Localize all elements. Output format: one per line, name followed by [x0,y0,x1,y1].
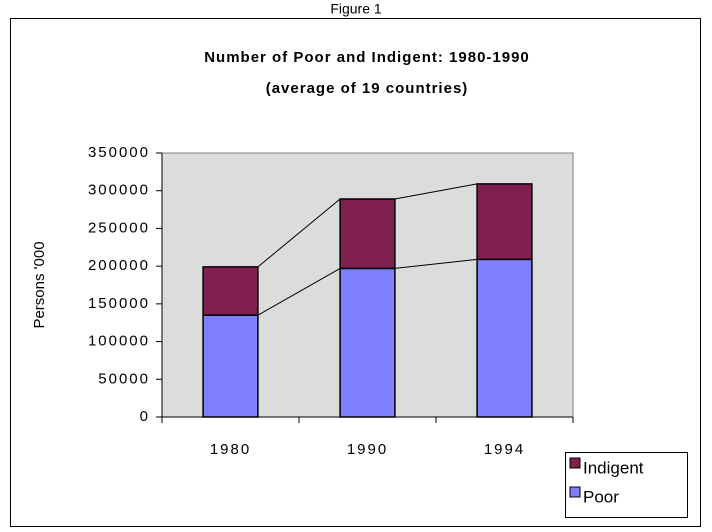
chart-title: Number of Poor and Indigent: 1980-1990 [204,49,530,66]
bar-segment [339,267,396,418]
y-tick-label: 300000 [88,182,150,199]
legend-swatch [569,457,581,469]
bar-segment [339,198,396,270]
bar-segment [476,258,533,418]
y-tick-label: 100000 [88,333,150,350]
y-tick-label: 0 [140,408,150,425]
series-line [257,267,341,316]
y-tick-label: 50000 [98,370,150,387]
y-axis-label: Persons '000 [31,241,48,328]
y-tick-label: 200000 [88,257,150,274]
caption: Figure 1 [330,1,382,17]
y-tick-label: 150000 [88,295,150,312]
legend-box [565,452,688,518]
bar-segment [202,314,259,418]
x-tick-label: 1980 [210,441,251,458]
legend-swatch [569,486,581,498]
series-line [394,183,478,200]
legend-label: Poor [583,487,619,506]
chart-subtitle: (average of 19 countries) [266,80,469,97]
legend-label: Indigent [583,458,644,477]
series-line [394,258,478,269]
bar-segment [202,266,259,316]
series-line [257,198,341,268]
y-tick-label: 250000 [88,219,150,236]
x-tick-label: 1990 [347,441,388,458]
x-tick-label: 1994 [484,441,525,458]
bar-segment [476,183,533,261]
y-tick-label: 350000 [88,144,150,161]
